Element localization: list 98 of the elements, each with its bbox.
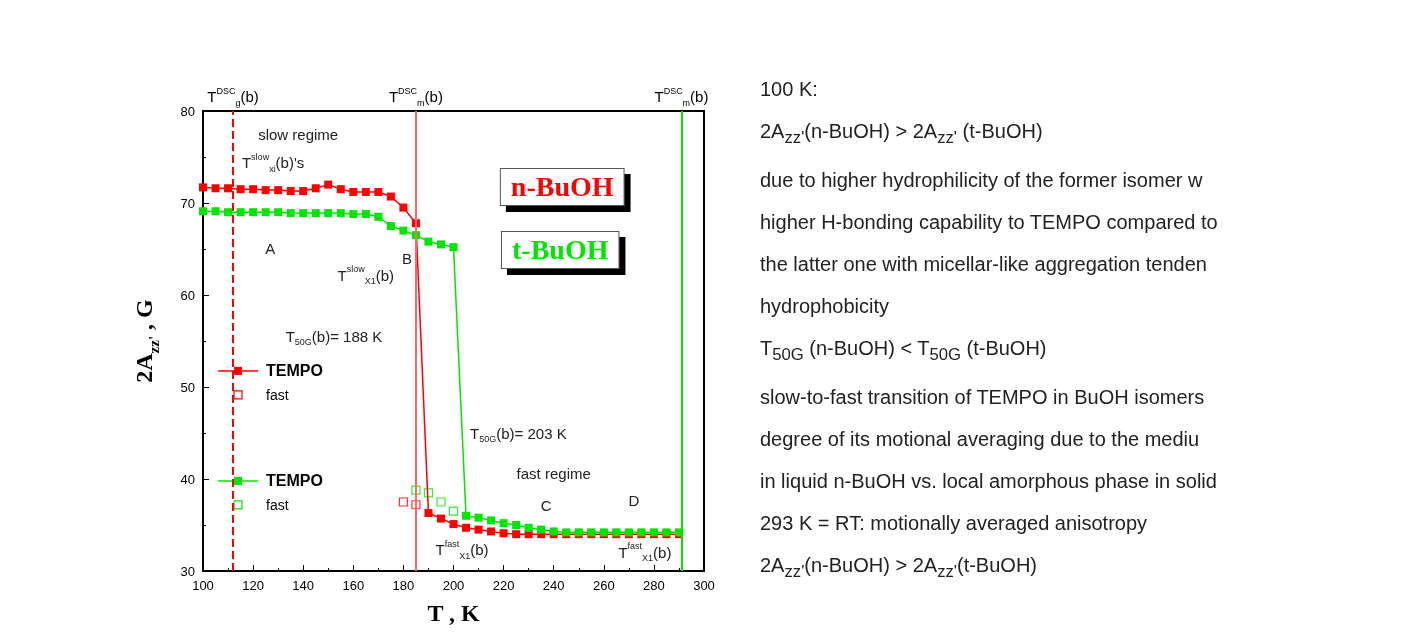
point (474, 513, 483, 522)
point (274, 186, 283, 195)
point (462, 511, 471, 520)
point (211, 184, 220, 193)
y-tick-label: 40 (180, 471, 195, 487)
point (261, 208, 270, 217)
annotation: fast regime (516, 465, 591, 483)
point (299, 187, 308, 196)
text: the latter one with micellar-like aggregation tenden (760, 252, 1208, 277)
x-tick-label: 140 (292, 578, 315, 593)
point (487, 527, 496, 536)
point (224, 184, 233, 193)
x-tick-label: 240 (542, 578, 565, 593)
text: due to higher hydrophilicity of the former isomer w (760, 168, 1204, 193)
point (211, 207, 220, 216)
point (286, 187, 295, 196)
point (224, 208, 233, 217)
point (336, 209, 345, 218)
point (436, 497, 446, 507)
point (311, 184, 320, 193)
point (399, 203, 408, 212)
point (474, 525, 483, 534)
point (336, 185, 345, 194)
point (386, 192, 395, 201)
y-tick-label: 80 (180, 103, 195, 119)
legend-label: fast (266, 496, 289, 513)
point (537, 525, 546, 534)
point (199, 207, 207, 216)
point (512, 521, 521, 529)
point (349, 210, 358, 219)
x-tick-label: 300 (693, 578, 715, 593)
x-axis-title: T , K (427, 600, 480, 626)
point (361, 187, 370, 196)
x-tick-label: 120 (242, 578, 264, 593)
point (448, 506, 459, 516)
point (274, 208, 283, 217)
point (512, 530, 521, 539)
point (249, 185, 258, 194)
x-tick-label: 180 (392, 578, 415, 593)
point (524, 523, 533, 532)
y-tick-label: 70 (180, 195, 195, 211)
point (249, 208, 258, 217)
x-tick-label: 220 (492, 578, 515, 593)
text: hydrophobicity (760, 294, 890, 319)
y-axis-title: 2Azz' , G (131, 298, 162, 383)
point (499, 529, 508, 538)
legend-label: TEMPO (266, 362, 323, 380)
text: T$_{50G}$ (n-BuOH) < T$_{50G}$ (t-BuOH) (760, 336, 1048, 366)
point (487, 516, 496, 525)
point (424, 509, 433, 518)
y-tick-label: 60 (180, 287, 195, 303)
x-tick-label: 100 (192, 578, 214, 593)
point (361, 210, 370, 219)
text: 2A$_{zz'}$(n-BuOH) > 2A$_{zz'}$(t-BuOH) (760, 553, 1038, 583)
text: slow-to-fast transition of TEMPO in BuOH isomers (760, 385, 1206, 410)
point (349, 187, 358, 196)
point (236, 208, 245, 217)
point (311, 209, 320, 218)
point (424, 237, 433, 246)
point (449, 243, 458, 252)
annotation: C (540, 496, 552, 514)
annotation: slow regime (258, 126, 339, 144)
point (499, 519, 508, 528)
y-tick-label: 50 (180, 379, 195, 395)
text: 293 K = RT: motionally averaged anisotropy (760, 511, 1149, 536)
legend-label: fast (266, 386, 289, 403)
x-tick-label: 260 (592, 578, 615, 593)
point (398, 497, 408, 507)
point (236, 185, 245, 194)
point (436, 240, 445, 249)
x-tick-label: 280 (643, 578, 665, 593)
point (324, 180, 333, 189)
x-tick-label: 200 (442, 578, 465, 593)
y-tick-label: 30 (180, 563, 195, 579)
legend-label: TEMPO (266, 472, 323, 490)
point (436, 514, 445, 523)
point (399, 226, 408, 235)
point (386, 222, 395, 230)
text: 100 K: (760, 77, 819, 102)
annotation: B (401, 249, 412, 267)
point (286, 209, 295, 218)
text: degree of its motional averaging due to the mediu (760, 427, 1201, 452)
x-tick-label: 160 (342, 578, 365, 593)
point (299, 209, 308, 218)
point (449, 520, 458, 529)
annotation: n-BuOH (510, 171, 614, 203)
point (374, 187, 383, 196)
text: higher H-bonding capability to TEMPO compared to (760, 210, 1219, 235)
point (374, 212, 383, 221)
point (199, 183, 207, 192)
annotation: t-BuOH (511, 234, 609, 266)
point (324, 209, 333, 218)
point (261, 186, 270, 195)
text: 2A$_{zz'}$(n-BuOH) > 2A$_{zz'}$ (t-BuOH) (760, 119, 1044, 149)
text: in liquid n-BuOH vs. local amorphous phase in solid (760, 469, 1218, 494)
point (462, 523, 471, 532)
annotation: D (628, 491, 640, 509)
annotation: A (265, 239, 276, 257)
